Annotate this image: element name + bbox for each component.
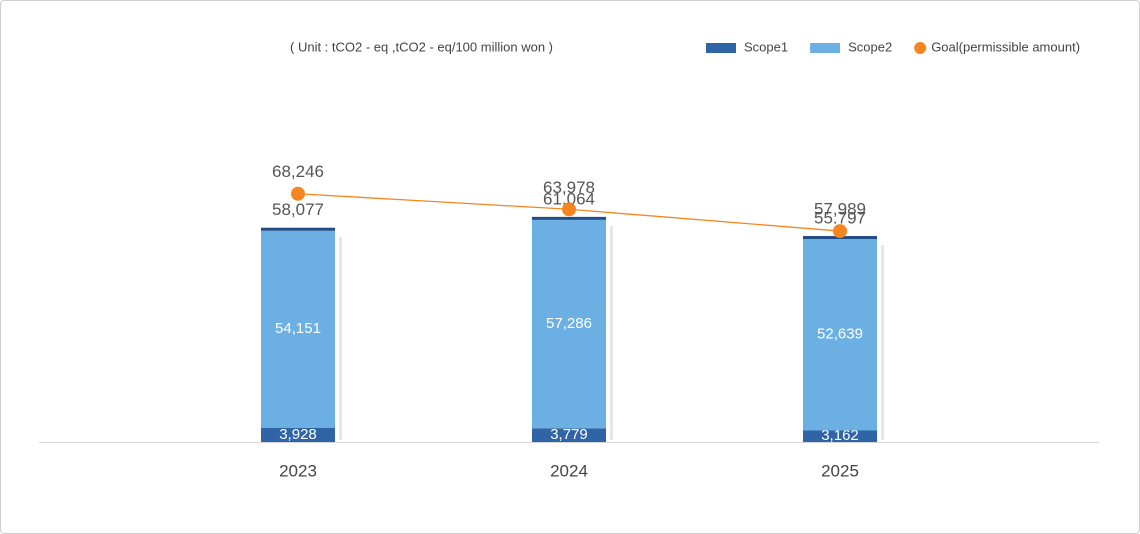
legend-label: Scope1	[744, 39, 788, 54]
bar-shadow	[610, 225, 613, 440]
legend-marker	[914, 42, 927, 54]
bar-value-label: 52,639	[817, 326, 863, 343]
bar-segment	[532, 219, 606, 429]
goal-value-label: 63,978	[543, 178, 595, 197]
goal-point	[833, 224, 847, 239]
bar-value-label: 3,162	[821, 427, 859, 444]
x-tick-label: 2025	[821, 461, 859, 480]
bar-cap	[532, 216, 606, 220]
bar-segment	[261, 427, 335, 442]
goal-value-label: 68,246	[272, 162, 324, 181]
legend-swatch	[706, 43, 736, 53]
bar-segment	[803, 239, 877, 431]
total-label: 55.797	[814, 209, 866, 228]
bar-shadow	[881, 245, 884, 440]
bar-shadow	[339, 236, 342, 440]
total-label: 58,077	[272, 200, 324, 219]
legend-label: Goal(permissible amount)	[931, 39, 1080, 54]
bar-segment	[803, 430, 877, 442]
x-tick-label: 2023	[279, 461, 317, 480]
total-label: 61.064	[543, 189, 595, 208]
bar-value-label: 3,779	[550, 426, 588, 443]
x-tick-label: 2024	[550, 461, 588, 480]
goal-value-label: 57,989	[814, 200, 866, 219]
bar-value-label: 54,151	[275, 320, 321, 337]
bar-value-label: 3,928	[279, 426, 317, 443]
unit-label: ( Unit : tCO2 - eq ,tCO2 - eq/100 millio…	[290, 39, 553, 54]
bar-value-label: 57,286	[546, 315, 592, 332]
goal-point	[291, 186, 305, 201]
legend-label: Scope2	[848, 39, 892, 54]
bar-segment	[261, 230, 335, 428]
legend-swatch	[810, 43, 841, 53]
bar-cap	[261, 227, 335, 231]
bar-segment	[532, 428, 606, 442]
goal-point	[562, 202, 576, 217]
